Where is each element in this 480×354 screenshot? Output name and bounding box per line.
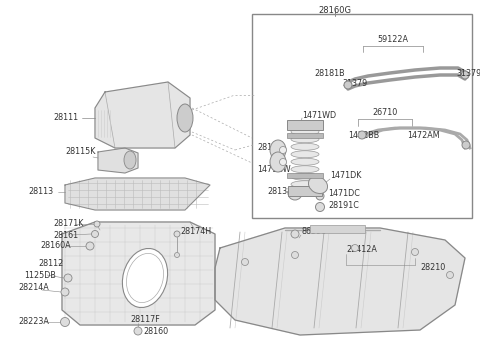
Circle shape (94, 221, 100, 227)
Circle shape (315, 202, 324, 211)
Circle shape (60, 318, 70, 326)
Ellipse shape (291, 128, 319, 135)
Text: 28161: 28161 (53, 230, 78, 240)
Circle shape (316, 192, 324, 200)
Text: 1472AM: 1472AM (407, 131, 440, 141)
Text: 59122A: 59122A (377, 35, 408, 44)
Text: 28111: 28111 (53, 114, 78, 122)
Ellipse shape (126, 253, 164, 303)
Circle shape (446, 272, 454, 279)
Circle shape (358, 131, 366, 139)
Ellipse shape (124, 151, 136, 169)
Circle shape (241, 258, 249, 266)
Text: 28214A: 28214A (18, 284, 49, 292)
Bar (287, 133, 323, 138)
Circle shape (92, 230, 98, 238)
Circle shape (279, 159, 287, 166)
Ellipse shape (291, 166, 319, 173)
Text: 26710: 26710 (372, 108, 397, 117)
Circle shape (411, 249, 419, 256)
Text: 28138: 28138 (268, 188, 293, 196)
Text: 28160: 28160 (143, 326, 168, 336)
Ellipse shape (291, 181, 319, 188)
Text: 22412A: 22412A (346, 246, 377, 255)
Bar (310, 225, 365, 233)
Ellipse shape (122, 249, 168, 308)
Polygon shape (65, 178, 210, 210)
Text: 28160G: 28160G (319, 6, 351, 15)
Ellipse shape (291, 136, 319, 143)
Text: 86590: 86590 (301, 228, 326, 236)
Ellipse shape (291, 158, 319, 165)
Circle shape (279, 147, 287, 154)
Ellipse shape (270, 152, 286, 172)
Text: 28115K: 28115K (65, 148, 96, 156)
Text: 31379: 31379 (342, 80, 367, 88)
Text: 28113: 28113 (28, 188, 53, 196)
Text: 1472BB: 1472BB (348, 131, 379, 141)
Text: 1471DK: 1471DK (330, 171, 361, 181)
Circle shape (175, 252, 180, 257)
Text: 28112: 28112 (38, 258, 63, 268)
Text: 28171K: 28171K (53, 219, 84, 228)
Polygon shape (215, 228, 465, 335)
Bar (287, 173, 323, 178)
Circle shape (462, 141, 470, 149)
Circle shape (344, 81, 352, 89)
Ellipse shape (288, 186, 302, 200)
Circle shape (174, 231, 180, 237)
Text: 28223A: 28223A (18, 318, 49, 326)
Ellipse shape (309, 176, 327, 194)
Text: 28191: 28191 (257, 143, 282, 152)
Polygon shape (98, 148, 138, 173)
Polygon shape (62, 222, 215, 325)
Circle shape (134, 327, 142, 335)
Circle shape (291, 230, 299, 238)
Ellipse shape (291, 151, 319, 158)
Bar (288, 186, 322, 196)
Text: 28210: 28210 (420, 263, 445, 273)
Circle shape (291, 251, 299, 258)
Text: 1125DB: 1125DB (24, 270, 56, 280)
Circle shape (461, 71, 469, 79)
Text: 31379: 31379 (456, 69, 480, 79)
Ellipse shape (177, 104, 193, 132)
Ellipse shape (291, 143, 319, 150)
Bar (287, 120, 323, 130)
Circle shape (86, 242, 94, 250)
Text: 1471WD: 1471WD (302, 110, 336, 120)
Text: 28174H: 28174H (180, 228, 211, 236)
Text: 1471DC: 1471DC (328, 188, 360, 198)
Circle shape (61, 288, 69, 296)
Polygon shape (95, 82, 190, 148)
Ellipse shape (291, 173, 319, 180)
Text: 28117F: 28117F (130, 315, 160, 325)
Text: 28191C: 28191C (328, 200, 359, 210)
Circle shape (64, 274, 72, 282)
Text: 28181B: 28181B (314, 69, 345, 79)
Text: 28160A: 28160A (40, 241, 71, 251)
Text: 1471CW: 1471CW (257, 166, 290, 175)
Circle shape (351, 245, 359, 251)
Bar (252, 14, 472, 218)
Ellipse shape (270, 140, 286, 160)
